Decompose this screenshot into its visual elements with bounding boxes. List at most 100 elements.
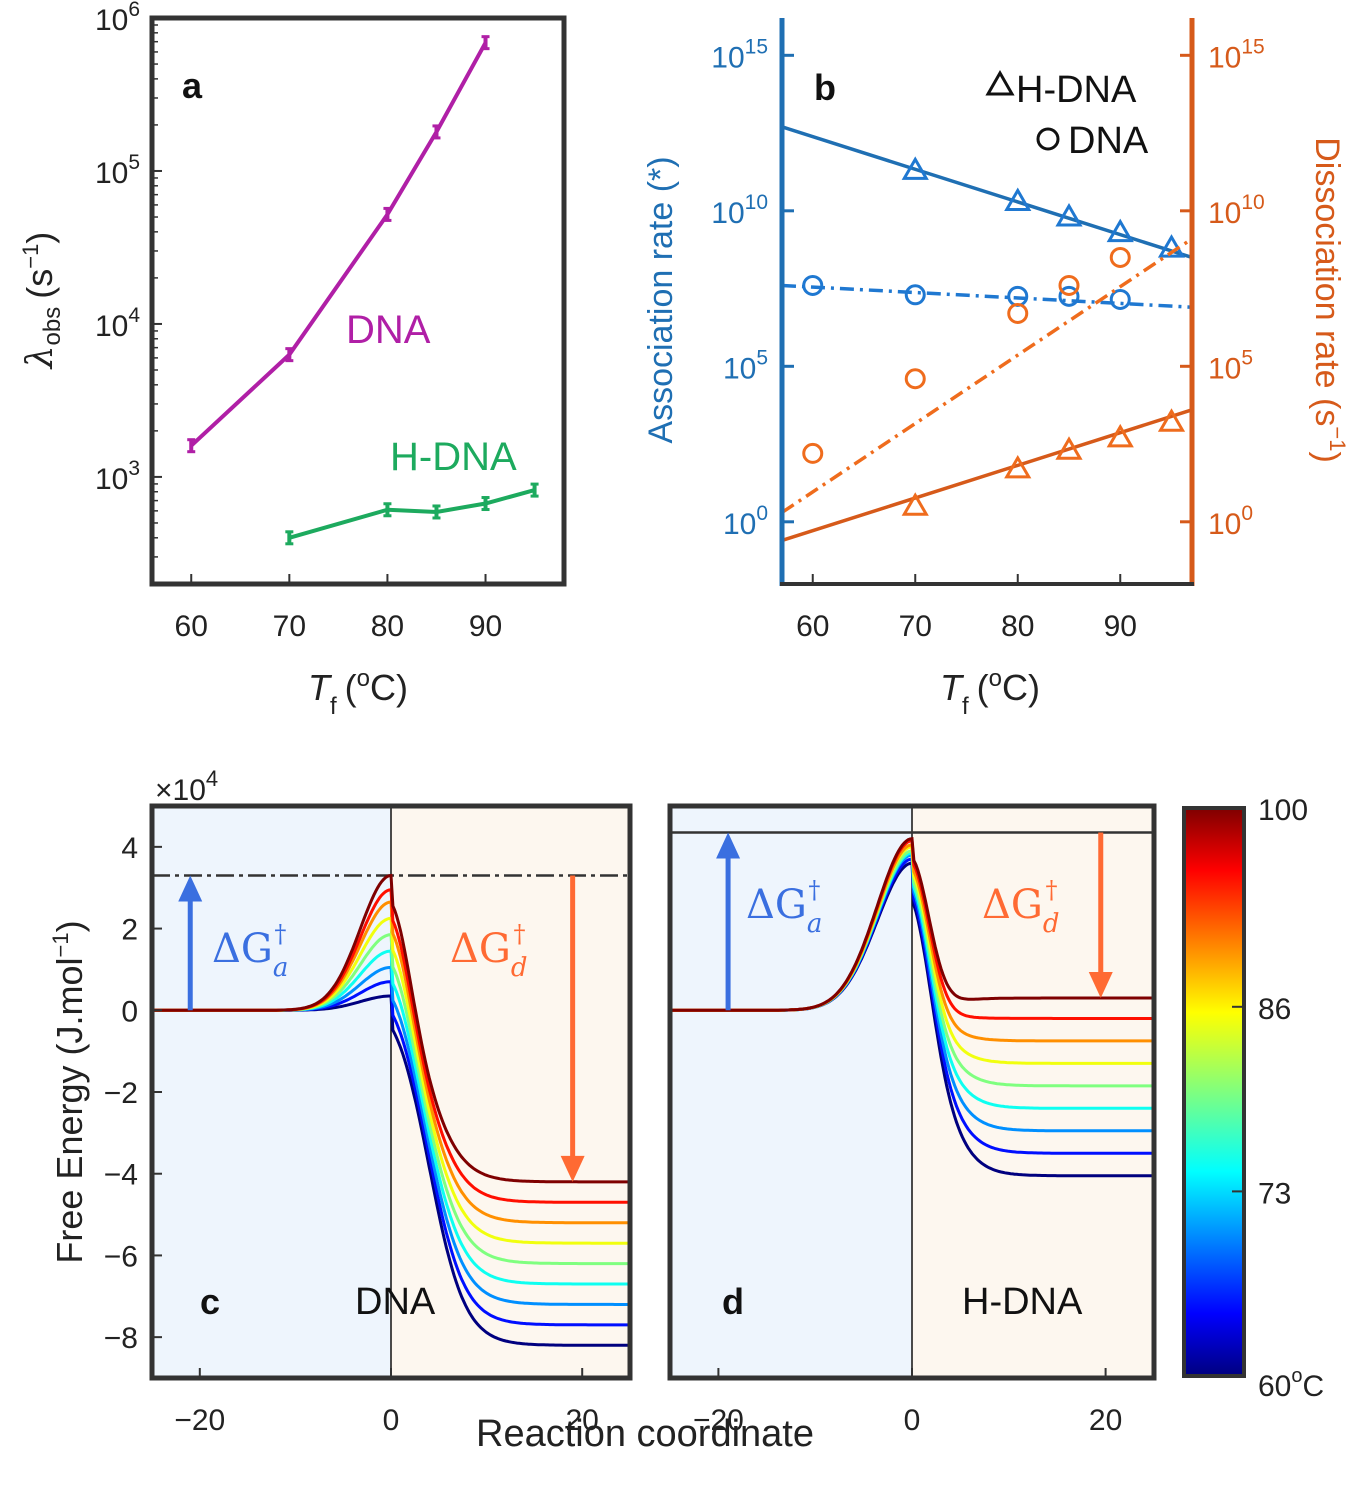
legend-triangle-marker (985, 69, 1015, 96)
y-left-tick-label-base: 10 (711, 41, 744, 74)
triangle-marker (1004, 187, 1032, 211)
panel-a-hdna-label: H-DNA (390, 435, 517, 479)
triangle-marker (901, 156, 929, 180)
ylabel-main: Free Energy (J.mol (49, 958, 90, 1264)
cb-bottom-value: 60 (1258, 1370, 1291, 1403)
y-right-tick-label: 1010 (1208, 191, 1265, 230)
triangle-marker (1157, 408, 1186, 432)
x-tick-label: 20 (1089, 1404, 1122, 1437)
y-tick-label-exp: 5 (128, 151, 140, 174)
multiplier-base: ×10 (155, 774, 206, 807)
legend-circle-marker (1036, 127, 1060, 151)
y-right-tick-label-base: 10 (1208, 352, 1241, 385)
panel-a-frame (149, 15, 567, 587)
panel-a-xlabel-open: ( (345, 667, 357, 708)
y-tick-label: 4 (121, 832, 138, 865)
panel-b-ylabel-right: Dissociation rate (s−1) (1308, 137, 1350, 463)
d-dGa-dagger: † (808, 876, 820, 904)
panel-a-xlabel-deg: o (357, 665, 370, 692)
d-dGd-sub: d (1043, 909, 1060, 939)
y-left-tick-label-exp: 5 (756, 346, 768, 369)
panel-c-plot-area (152, 806, 630, 1378)
cb-bottom-deg: o (1291, 1365, 1302, 1387)
panel-b-legend: H-DNA DNA (985, 69, 1149, 162)
triangle-marker (1055, 203, 1083, 227)
y-tick-label-exp: 6 (128, 0, 140, 21)
panel-b-xlabel-sub: f (962, 693, 969, 720)
y-tick-label-base: 10 (95, 310, 128, 343)
y-tick-label: 2 (121, 914, 138, 947)
y-tick-label: −8 (104, 1322, 138, 1355)
x-tick-label: 0 (904, 1404, 921, 1437)
panel-d-dGd-label: ΔGd † (982, 876, 1060, 939)
y-left-tick-label: 100 (723, 502, 768, 541)
x-tick-label: 20 (566, 1404, 599, 1437)
fit-line-2 (781, 237, 1193, 514)
ylabel-exp: −1 (48, 932, 73, 957)
y-right-tick-label-exp: 5 (1241, 346, 1253, 369)
y-right-tick-label-exp: 15 (1241, 35, 1264, 58)
panel-c-ylabel: Free Energy (J.mol−1) (48, 920, 90, 1263)
dGd-dagger: † (514, 920, 526, 948)
y-right-tick-label-base: 10 (1208, 41, 1241, 74)
energy-curve-100C (670, 836, 1154, 1012)
y-left-tick-label: 1010 (711, 191, 768, 230)
y-right-tick-label: 100 (1208, 502, 1253, 541)
colorbar-gradient (1182, 806, 1246, 1378)
y-tick-label-exp: 3 (128, 457, 140, 480)
panel-a-ylabel-lambda: λ (20, 345, 61, 370)
colorbar-tick-label: 100 (1258, 794, 1308, 827)
triangle-marker (901, 492, 929, 516)
panel-b-xlabel-t: T (940, 667, 965, 708)
panel-a-letter: a (182, 65, 203, 106)
y-right-tick-label-exp: 10 (1241, 191, 1264, 214)
y-tick-label: −6 (104, 1240, 138, 1273)
y-left-tick-label-base: 10 (711, 197, 744, 230)
delta-g-d-arrowhead (560, 1155, 585, 1182)
panel-b-xlabel-deg: o (989, 665, 1002, 692)
circle-marker (802, 274, 824, 296)
energy-curve-100C (152, 873, 630, 1184)
panel-a-dna-label: DNA (346, 308, 431, 352)
multiplier-exp: 4 (206, 766, 218, 791)
panel-a-xlabel-close: C) (370, 667, 408, 708)
triangle-marker (1004, 454, 1032, 479)
panel-c-dGd-label: ΔGd † (450, 920, 528, 983)
d-dGa-sub: a (807, 909, 823, 939)
dGd-text: ΔG (450, 926, 511, 972)
fit-line-0 (781, 125, 1193, 260)
dGa-dagger: † (274, 920, 286, 948)
series-h-dna-line (288, 488, 536, 540)
colorbar-tick-label: 86 (1258, 993, 1291, 1026)
colorbar-bottom-label: 60oC (1258, 1365, 1324, 1403)
panel-c-dGa-label: ΔGa † (212, 920, 288, 983)
panel-c-letter: c (200, 1281, 220, 1322)
y-right-tick-label: 1015 (1208, 35, 1265, 74)
y-right-tick-label-base: 10 (1208, 197, 1241, 230)
y-tick-label-base: 10 (95, 157, 128, 190)
dGa-text: ΔG (212, 926, 273, 972)
legend-dna-text: DNA (1068, 120, 1149, 162)
panel-b-xlabel: Tf (oC) (940, 665, 1040, 720)
triangle-marker (1106, 423, 1134, 448)
y-left-tick-label: 1015 (711, 35, 768, 74)
circle-marker (1109, 246, 1131, 268)
triangle-marker (1157, 234, 1186, 258)
panel-d: −20 0 20 d H-DNA ΔGa† ΔGd† (667, 803, 1157, 1437)
panel-b-ylabel-right-close: ) (1308, 451, 1346, 462)
d-dGd-text: ΔG (982, 882, 1043, 928)
colorbar-ticks: 100 86 73 (1232, 794, 1308, 1210)
y-right-tick-label: 105 (1208, 346, 1253, 385)
panel-a-plot-area (187, 35, 539, 546)
fit-line-1 (781, 283, 1193, 309)
panel-c-y-multiplier: ×104 (155, 766, 218, 807)
y-tick-label: 0 (121, 995, 138, 1028)
panel-a-xlabel: Tf (oC) (308, 665, 408, 720)
panel-a-xlabel-t: T (308, 667, 333, 708)
series-dna-line (189, 41, 488, 448)
